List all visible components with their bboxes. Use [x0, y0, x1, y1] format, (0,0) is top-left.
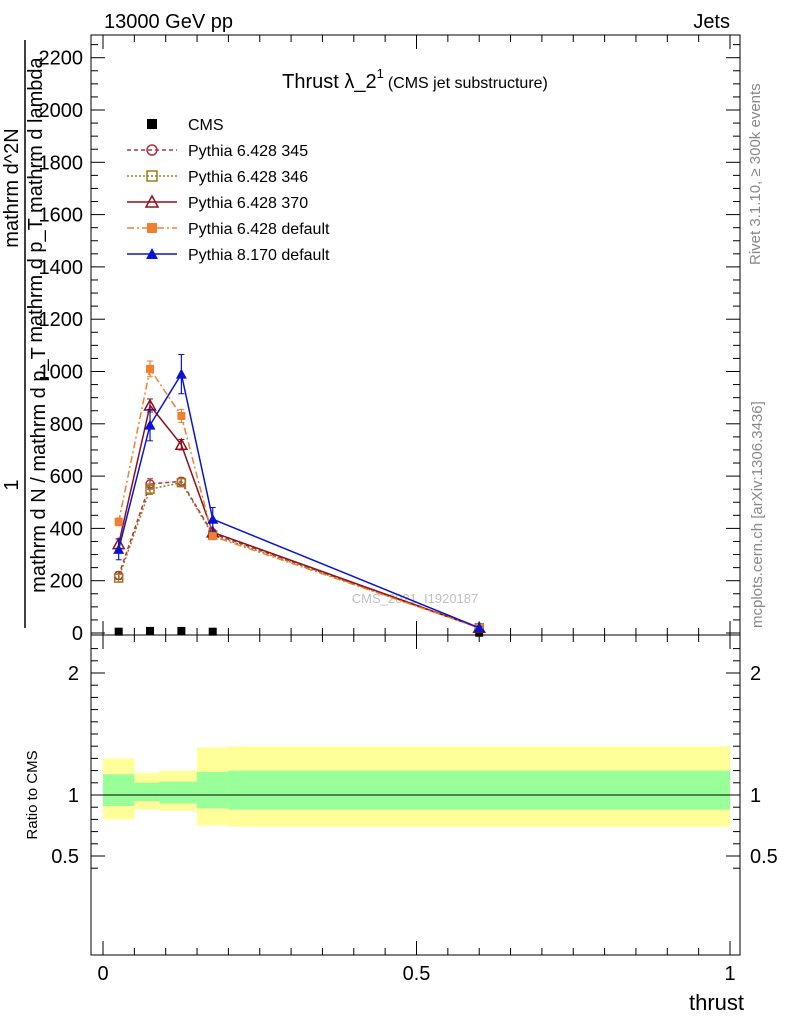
data-point	[145, 484, 155, 494]
legend-marker	[146, 248, 158, 259]
y-tick-label: 1600	[39, 205, 84, 227]
main-y-axis-label: 1 mathrm d N / mathrm d p_T mathrm d^2N …	[1, 40, 50, 628]
legend-marker	[147, 119, 157, 129]
y-tick-label: 800	[50, 414, 83, 436]
header-left-label: 13000 GeV pp	[104, 11, 233, 33]
rivet-label: Rivet 3.1.10, ≥ 300k events	[747, 83, 764, 265]
legend-label: Pythia 6.428 346	[188, 169, 308, 186]
y-tick-label: 600	[50, 466, 83, 488]
y-tick-label: 1800	[39, 152, 84, 174]
x-axis-label: thrust	[689, 990, 744, 1015]
y-tick-label: 1000	[39, 362, 84, 384]
y-tick-label: 2200	[39, 48, 84, 70]
main-series-layer	[111, 354, 486, 637]
ratio-y-tick-label: 2	[68, 663, 79, 685]
ratio-y-tick-label-right: 1	[750, 785, 761, 807]
y-tick-label: 1400	[39, 257, 84, 279]
band-green	[197, 771, 229, 809]
data-point	[144, 419, 156, 430]
data-point	[114, 517, 123, 526]
band-green	[159, 781, 198, 804]
ratio-y-axis-label: Ratio to CMS	[24, 750, 41, 839]
main-axis-ticks: 0 200 400 600 800 1000 1200 1400 1600 1800 2000 220…	[39, 35, 740, 645]
x-tick-label: 0.5	[403, 963, 431, 985]
ratio-bands	[103, 746, 730, 827]
data-point	[146, 364, 155, 373]
data-point	[174, 437, 189, 450]
y-tick-label: 400	[50, 518, 83, 540]
data-point	[473, 622, 485, 633]
x-tick-label: 0	[97, 963, 108, 985]
data-point	[208, 627, 217, 636]
data-point	[146, 626, 155, 635]
ratio-y-tick-label-right: 0.5	[750, 846, 778, 868]
header-right-label: Jets	[693, 11, 730, 33]
y-tick-label: 0	[72, 623, 83, 645]
ratio-y-tick-label-right: 2	[750, 663, 761, 685]
legend-marker	[147, 223, 157, 233]
main-plot-panel: 0 200 400 600 800 1000 1200 1400 1600 1800 2000 220…	[39, 34, 741, 645]
y-tick-label: 2000	[39, 100, 84, 122]
legend-label: Pythia 6.428 345	[188, 143, 308, 160]
data-point	[114, 627, 123, 636]
data-point	[177, 411, 186, 420]
ratio-y-tick-label: 0.5	[51, 846, 79, 868]
data-point	[113, 573, 124, 583]
series-line	[117, 366, 480, 629]
band-green	[228, 770, 730, 810]
ylabel-numerator: 1	[1, 479, 23, 490]
series-pythia-8-170-default	[113, 354, 485, 633]
series-line	[117, 372, 480, 629]
legend-marker	[146, 144, 158, 156]
ylabel-right-numerator: mathrm d^2N	[1, 128, 23, 247]
data-point	[208, 532, 217, 541]
legend-label: CMS	[188, 117, 224, 134]
x-tick-label: 1	[724, 963, 735, 985]
ratio-axis-ticks: 0.5 0.5 1 1 2 2 0 0.5 1	[51, 635, 778, 985]
legend-label: Pythia 8.170 default	[188, 247, 330, 264]
ratio-plot-panel: 0.5 0.5 1 1 2 2 0 0.5 1 Ratio to CMS thrust	[24, 634, 778, 1015]
band-green	[134, 782, 160, 802]
legend-marker	[144, 194, 160, 208]
legend-label: Pythia 6.428 default	[188, 221, 330, 238]
series-line	[117, 481, 480, 629]
data-point	[177, 626, 186, 635]
legend-label: Pythia 6.428 370	[188, 195, 308, 212]
data-point	[207, 513, 219, 524]
ratio-y-tick-label: 1	[68, 785, 79, 807]
data-point	[113, 543, 125, 554]
band-green	[103, 774, 135, 806]
y-tick-label: 1200	[39, 309, 84, 331]
y-tick-label: 200	[50, 571, 83, 593]
mcplots-label: mcplots.cern.ch [arXiv:1306.3436]	[749, 401, 766, 628]
ylabel-right-denominator: mathrm d p_T mathrm d lambda	[25, 56, 47, 342]
data-point	[176, 477, 187, 488]
watermark: CMS_2021_I1920187	[352, 591, 479, 606]
legend-marker	[146, 170, 158, 182]
ylabel-denominator: mathrm d N / mathrm d p_T	[28, 347, 50, 593]
data-point	[175, 368, 187, 379]
legend: CMS Pythia 6.428 345 Pythia 6.428 346 Pythi…	[127, 117, 330, 264]
chart-title: Thrust λ_21(CMS jet substructure)	[282, 66, 548, 93]
